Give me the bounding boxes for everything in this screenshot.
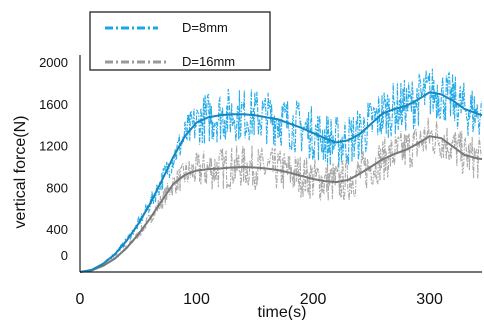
series-mean-d16 [79,135,483,273]
y-axis-label: vertical force(N) [12,116,29,229]
x-tick-label: 300 [416,291,443,308]
plot-area [79,68,483,273]
y-tick-label: 0 [61,248,68,263]
y-tick-label: 1600 [39,97,68,112]
y-tick-label: 800 [46,180,68,195]
x-axis-label: time(s) [258,304,307,320]
legend-box [89,11,271,71]
legend-label-d8: D=8mm [182,20,228,35]
x-tick-label: 200 [300,291,327,308]
legend-label-d16: D=16mm [182,54,235,69]
axes: 0 400 800 1200 1600 2000 0 100 200 300 [39,55,482,308]
y-tick-label: 1200 [39,139,68,154]
x-tick-label: 0 [76,291,85,308]
y-tick-label: 2000 [39,55,68,70]
x-tick-label: 100 [183,291,210,308]
legend: D=8mm D=16mm [89,11,271,71]
y-tick-label: 400 [46,222,68,237]
series-mean-d8 [79,91,483,273]
series-noise-d16 [79,117,482,273]
series-noise-d8 [79,68,482,273]
